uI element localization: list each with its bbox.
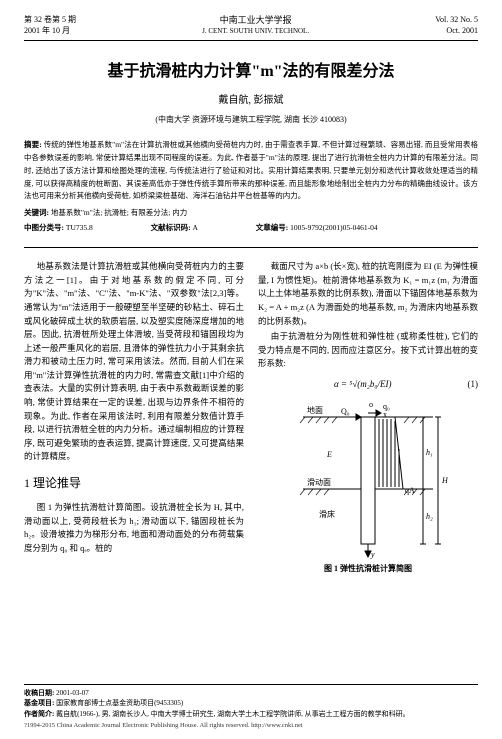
body-columns: 地基系数法是计算抗滑桩或其他横向受荷桩内力的主要方法之一[1]。由于对地基系数的… — [24, 260, 478, 584]
vol-en: Vol. 32 No. 5 — [435, 14, 478, 25]
doc-code: A — [193, 223, 198, 232]
affiliation: (中南大学 资源环境与建筑工程学院, 湖南 长沙 410083) — [24, 114, 478, 125]
recv-date: 2001-03-07 — [56, 689, 89, 697]
fund-label: 基金项目: — [24, 699, 54, 707]
eq-number: (1) — [468, 377, 479, 391]
keywords: 关键词: 地基系数"m"法; 抗滑桩; 有限差分法; 内力 — [24, 207, 478, 218]
date-cn: 2001 年 10 月 — [24, 25, 76, 36]
para-intro: 地基系数法是计算抗滑桩或其他横向受荷桩内力的主要方法之一[1]。由于对地基系数的… — [24, 260, 244, 464]
figure-1: 地面 q₀ Q₀ o x E 滑动面 qA 滑床 h₁ h₂ H y 图 1 弹… — [258, 399, 478, 576]
figure-1-svg: 地面 q₀ Q₀ o x E 滑动面 qA 滑床 h₁ h₂ H y — [283, 399, 453, 559]
cnki-notice: ?1994-2015 China Academic Journal Electr… — [24, 721, 478, 731]
page-header: 第 32 卷第 5 期 2001 年 10 月 中南工业大学学报 J. CENT… — [24, 14, 478, 41]
class-no: TU735.8 — [66, 223, 93, 232]
fund-text: 国家教育部博士点基金资助项目(9453305) — [56, 699, 183, 707]
fig-label-Q0: Q₀ — [341, 407, 350, 416]
abstract-label: 摘要: — [24, 140, 42, 149]
article-no-label: 文章编号: — [256, 223, 289, 232]
fig-label-h1: h₁ — [426, 448, 433, 457]
fig-label-H: H — [441, 476, 449, 485]
divider — [24, 247, 478, 248]
article-no: 1005-9792(2001)05-0461-04 — [290, 223, 378, 232]
date-en: Oct. 2001 — [435, 25, 478, 36]
journal-en: J. CENT. SOUTH UNIV. TECHNOL. — [202, 27, 309, 37]
header-right: Vol. 32 No. 5 Oct. 2001 — [435, 14, 478, 36]
keywords-text: 地基系数"m"法; 抗滑桩; 有限差分法; 内力 — [51, 208, 187, 217]
equation-1: α = ⁵√(m₂b₀/EI) (1) — [258, 377, 478, 391]
fig-label-bed: 滑床 — [319, 509, 335, 519]
author-text: 戴自航(1966-), 男, 湖南长沙人, 中南大学博士研究生, 湖南大学土木工… — [56, 710, 410, 718]
fig-label-o: o — [369, 400, 373, 409]
footer: 收稿日期: 2001-03-07 基金项目: 国家教育部博士点基金资助项目(94… — [24, 684, 478, 731]
journal-cn: 中南工业大学学报 — [202, 14, 309, 27]
section-1-heading: 1 理论推导 — [24, 474, 244, 493]
para-theory: 图 1 为弹性抗滑桩计算简图。设抗滑桩全长为 H, 其中, 滑动面以上, 受荷段… — [24, 501, 244, 555]
column-right: 截面尺寸为 a×b (长×宽), 桩的抗弯刚度为 EI (E 为弹性模量, I … — [258, 260, 478, 584]
fig-label-x: x — [383, 410, 387, 419]
para-section: 截面尺寸为 a×b (长×宽), 桩的抗弯刚度为 EI (E 为弹性模量, I … — [258, 260, 478, 328]
fig-label-E: E — [326, 450, 332, 459]
doc-code-label: 文献标识码: — [151, 223, 191, 232]
recv-label: 收稿日期: — [24, 689, 54, 697]
author-label: 作者简介: — [24, 710, 54, 718]
vol-cn: 第 32 卷第 5 期 — [24, 14, 76, 25]
eq-body: α = ⁵√(m₂b₀/EI) — [334, 379, 392, 389]
classification: 中图分类号: TU735.8 文献标识码: A 文章编号: 1005-9792(… — [24, 222, 478, 233]
figure-1-caption: 图 1 弹性抗滑桩计算简图 — [258, 563, 478, 576]
paper-title: 基于抗滑桩内力计算"m"法的有限差分法 — [24, 57, 478, 81]
keywords-label: 关键词: — [24, 208, 49, 217]
fig-label-ground: 地面 — [307, 405, 323, 415]
abstract-text: 传统的弹性地基系数"m"法在计算抗滑桩或其他横向受荷桩内力时, 由于需查表手算,… — [24, 140, 478, 200]
header-left: 第 32 卷第 5 期 2001 年 10 月 — [24, 14, 76, 36]
abstract: 摘要: 传统的弹性地基系数"m"法在计算抗滑桩或其他横向受荷桩内力时, 由于需查… — [24, 139, 478, 203]
para-pile-type: 由于抗滑桩分为刚性桩和弹性桩 (或称柔性桩), 它们的受力特点是不同的, 因而应… — [258, 330, 478, 371]
fig-label-qA: qA — [405, 486, 415, 495]
authors: 戴自航, 彭振斌 — [24, 91, 478, 106]
fig-label-slide: 滑动面 — [307, 477, 331, 487]
class-no-label: 中图分类号: — [24, 223, 64, 232]
column-left: 地基系数法是计算抗滑桩或其他横向受荷桩内力的主要方法之一[1]。由于对地基系数的… — [24, 260, 244, 584]
fig-label-y: y — [370, 550, 375, 559]
header-center: 中南工业大学学报 J. CENT. SOUTH UNIV. TECHNOL. — [202, 14, 309, 36]
fig-label-h2: h₂ — [426, 512, 433, 521]
